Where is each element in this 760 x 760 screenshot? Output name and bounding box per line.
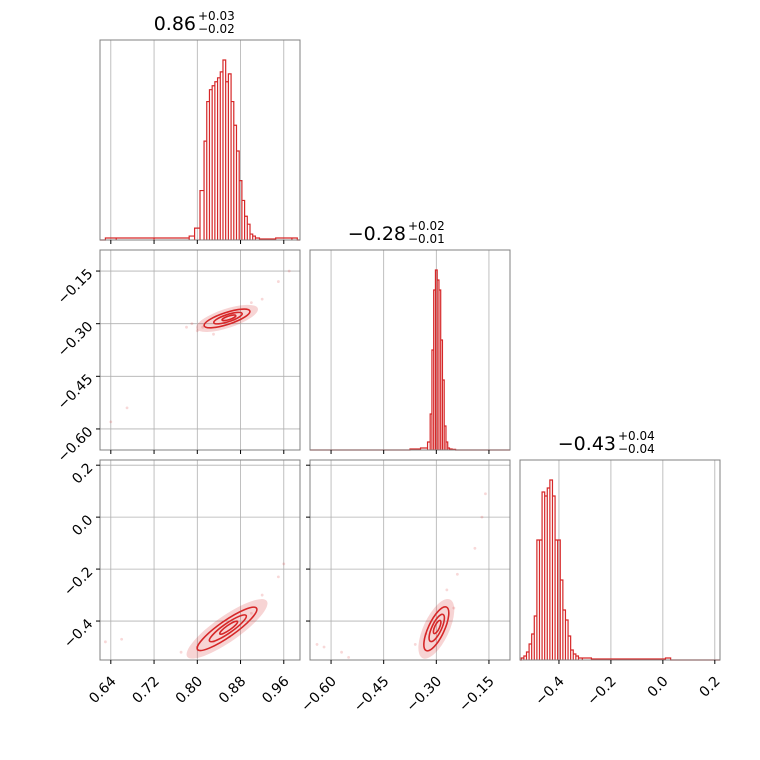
pair-panel-0-1 <box>99 249 301 451</box>
histogram-step-line <box>520 479 720 661</box>
y-tick-label: −0.2 <box>61 564 96 599</box>
title-plus: +0.03 <box>198 9 235 23</box>
x-tick-label: −0.45 <box>351 674 393 716</box>
y-tick-label: −0.4 <box>61 616 96 651</box>
panel-title-2: −0.43 +0.04−0.04 <box>558 429 655 456</box>
scatter-point <box>315 643 319 646</box>
scatter-point <box>287 269 291 273</box>
histogram-panel-2 <box>519 459 721 661</box>
title-plus: +0.02 <box>408 219 445 233</box>
scatter-point <box>185 325 188 329</box>
panel-frame <box>99 249 301 451</box>
x-tick-label: 0.2 <box>697 674 724 701</box>
panel-title-1: −0.28 +0.02−0.01 <box>348 219 445 246</box>
x-tick-label: 0.80 <box>173 674 206 707</box>
panel-frame <box>99 459 301 661</box>
y-tick-label: −0.45 <box>55 371 97 413</box>
x-tick-label: −0.30 <box>403 674 445 716</box>
scatter-point <box>249 301 253 305</box>
contour-outer <box>423 606 450 652</box>
title-minus: −0.02 <box>198 22 235 36</box>
contour-inner <box>432 619 442 635</box>
pair-panel-0-2 <box>99 459 301 661</box>
title-plus: +0.04 <box>618 429 655 443</box>
scatter-point <box>452 606 456 610</box>
scatter-point <box>249 611 253 615</box>
scatter-point <box>260 297 264 301</box>
x-tick-label: 0.88 <box>216 674 249 707</box>
scatter-point <box>195 329 199 333</box>
scatter-point <box>212 332 215 336</box>
x-tick-label: 0.0 <box>645 674 672 701</box>
panel-frame <box>309 249 511 451</box>
x-tick-label: −0.60 <box>298 674 340 716</box>
y-tick-label: 0.0 <box>69 512 96 539</box>
scatter-point <box>179 650 183 654</box>
title-median: 0.86 <box>154 13 196 35</box>
x-tick-label: 0.96 <box>259 673 292 706</box>
title-median: −0.28 <box>348 223 406 245</box>
scatter-point <box>322 645 326 649</box>
title-minus: −0.01 <box>408 232 445 246</box>
scatter-point <box>276 280 280 283</box>
contour-inner <box>221 314 237 322</box>
histogram-step-line <box>310 269 510 451</box>
scatter-point <box>276 575 280 579</box>
contour-middle <box>212 311 243 325</box>
scatter-point <box>104 640 107 644</box>
contour-inner <box>218 620 239 635</box>
contour-fill <box>418 598 455 659</box>
scatter-point <box>340 650 343 654</box>
scatter-point <box>484 492 487 496</box>
scatter-point <box>455 572 459 576</box>
histogram-panel-1 <box>309 249 511 451</box>
title-minus: −0.04 <box>618 442 655 456</box>
scatter-point <box>201 325 205 329</box>
contour-group <box>186 599 268 659</box>
scatter-point <box>190 322 194 326</box>
pair-panel-1-2 <box>309 459 511 661</box>
panel-frame <box>99 39 301 241</box>
scatter-point <box>445 588 449 592</box>
scatter-point <box>125 406 129 410</box>
contour-group <box>196 304 258 332</box>
contour-fill <box>196 304 258 332</box>
y-tick-label: 0.2 <box>69 460 96 487</box>
contour-fill <box>186 599 268 659</box>
x-tick-label: −0.4 <box>532 673 567 708</box>
panel-title-0: 0.86 +0.03−0.02 <box>154 9 235 36</box>
scatter-point <box>480 515 484 519</box>
scatter-point <box>120 637 124 641</box>
x-tick-label: 0.64 <box>86 673 119 706</box>
histogram-panel-0 <box>99 39 301 241</box>
scatter-point <box>473 546 477 550</box>
x-tick-label: −0.2 <box>584 674 619 709</box>
scatter-point <box>282 562 286 566</box>
histogram-step-line <box>100 59 300 241</box>
panel-frame <box>309 459 511 661</box>
x-tick-label: 0.72 <box>130 674 163 707</box>
scatter-point <box>347 656 350 659</box>
scatter-point <box>260 593 264 597</box>
contour-outer <box>203 308 251 329</box>
contour-outer <box>196 606 258 652</box>
scatter-point <box>413 643 417 646</box>
contour-middle <box>208 614 248 643</box>
y-tick-label: −0.60 <box>55 424 97 466</box>
title-median: −0.43 <box>558 433 616 455</box>
x-tick-label: −0.15 <box>456 674 498 716</box>
panel-frame <box>519 459 721 661</box>
y-tick-label: −0.30 <box>55 319 97 361</box>
contour-group <box>418 598 455 659</box>
contour-middle <box>428 613 446 643</box>
scatter-point <box>109 420 113 424</box>
y-tick-label: −0.15 <box>55 266 97 308</box>
